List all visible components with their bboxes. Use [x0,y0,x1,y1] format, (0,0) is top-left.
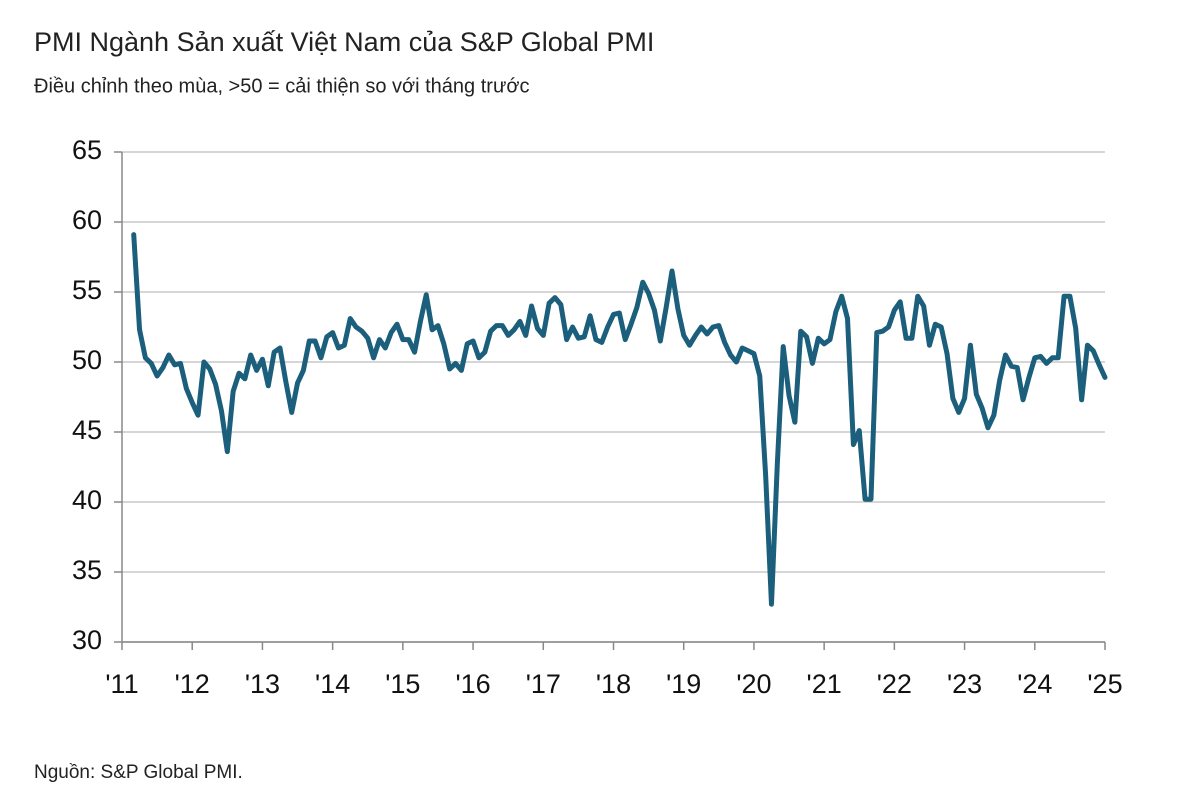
x-tick-label: '15 [385,669,420,699]
x-tick-label: '12 [175,669,210,699]
x-tick-label: '21 [807,669,842,699]
x-tick-label: '19 [666,669,701,699]
x-tick-label: '20 [736,669,771,699]
x-tick-label: '18 [596,669,631,699]
y-tick-label: 35 [72,555,102,585]
y-tick-label: 55 [72,275,102,305]
x-tick-label: '17 [526,669,561,699]
y-tick-label: 45 [72,415,102,445]
x-tick-label: '24 [1017,669,1052,699]
x-tick-label: '14 [315,669,350,699]
x-tick-label: '25 [1087,669,1122,699]
y-tick-label: 30 [72,625,102,655]
chart-title: PMI Ngành Sản xuất Việt Nam của S&P Glob… [34,27,654,57]
y-tick-label: 60 [72,205,102,235]
chart-subtitle: Điều chỉnh theo mùa, >50 = cải thiện so … [34,75,529,97]
y-tick-label: 40 [72,485,102,515]
x-tick-label: '16 [455,669,490,699]
y-tick-label: 50 [72,345,102,375]
y-tick-label: 65 [72,135,102,165]
x-tick-label: '13 [245,669,280,699]
x-tick-label: '11 [105,669,138,699]
x-tick-label: '23 [947,669,982,699]
x-tick-label: '22 [877,669,912,699]
source-note: Nguồn: S&P Global PMI. [34,762,243,783]
data-line [131,232,1108,607]
